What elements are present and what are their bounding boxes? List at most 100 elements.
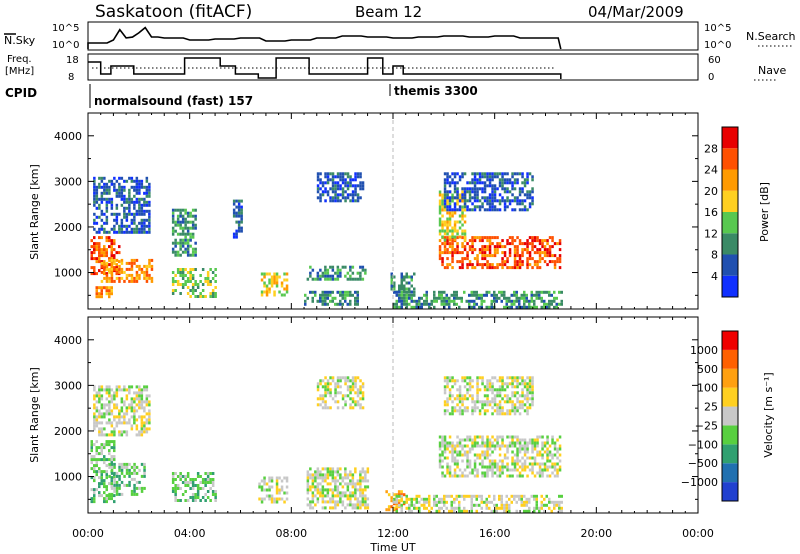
velocity-cell <box>110 397 114 401</box>
velocity-cell <box>486 456 489 460</box>
velocity-cell <box>316 382 320 386</box>
power-cell <box>108 276 111 280</box>
velocity-cell <box>133 492 136 496</box>
power-cell <box>451 242 454 246</box>
power-cell <box>410 305 413 309</box>
power-cell <box>533 293 536 297</box>
power-cell <box>488 181 492 185</box>
power-cell <box>548 302 551 306</box>
velocity-cell <box>354 488 357 492</box>
velocity-cell <box>438 506 441 510</box>
power-cell <box>405 293 408 297</box>
power-cell <box>463 205 467 209</box>
velocity-cell <box>471 412 474 416</box>
power-cell <box>451 254 454 258</box>
velocity-cell <box>306 470 310 474</box>
velocity-cell <box>450 500 453 504</box>
velocity-cell <box>95 421 99 425</box>
velocity-cell <box>548 453 552 457</box>
velocity-cell <box>490 509 493 513</box>
power-cell <box>143 191 146 195</box>
power-cell <box>206 274 210 277</box>
power-cell <box>461 205 464 209</box>
velocity-cell <box>194 493 197 496</box>
velocity-cell <box>90 455 93 459</box>
power-cell <box>486 199 489 203</box>
power-cell <box>115 272 118 276</box>
velocity-cell <box>491 465 494 469</box>
power-cell <box>448 251 452 255</box>
velocity-cell <box>143 424 146 428</box>
power-cell <box>339 178 342 182</box>
power-cell <box>528 190 532 194</box>
velocity-cell <box>140 418 144 422</box>
power-cell <box>319 181 322 185</box>
power-cell <box>390 275 393 279</box>
velocity-cell <box>105 403 109 407</box>
velocity-cell <box>511 406 514 410</box>
power-cell <box>148 221 151 225</box>
velocity-cell <box>90 500 93 504</box>
velocity-cell <box>443 385 447 389</box>
velocity-cell <box>451 459 454 463</box>
power-cell <box>473 172 477 176</box>
velocity-cell <box>496 403 499 407</box>
velocity-cell <box>184 490 187 493</box>
velocity-cell <box>521 444 524 448</box>
velocity-cell <box>105 458 108 462</box>
power-cell <box>398 296 401 300</box>
velocity-cell <box>349 494 352 498</box>
power-cell <box>105 185 109 189</box>
power-cell <box>521 242 524 246</box>
power-cell <box>463 214 467 218</box>
velocity-cell <box>143 421 146 425</box>
velocity-cell <box>326 406 330 410</box>
power-cell <box>553 263 557 267</box>
velocity-cell <box>130 424 134 428</box>
power-cell <box>556 257 559 261</box>
power-cell <box>516 260 519 264</box>
power-cell <box>483 172 487 176</box>
velocity-cell <box>118 468 121 472</box>
velocity-cell <box>392 493 396 497</box>
power-cell <box>446 175 449 179</box>
power-cell <box>95 248 98 252</box>
velocity-cell <box>191 499 195 502</box>
velocity-cell <box>506 456 509 460</box>
power-colorbar-tick: 12 <box>704 227 718 240</box>
velocity-cell <box>501 471 504 475</box>
velocity-cell <box>541 456 544 460</box>
velocity-cell <box>351 476 355 480</box>
velocity-cell <box>341 485 345 489</box>
power-cell <box>189 238 192 242</box>
power-cell <box>336 265 340 269</box>
velocity-cell <box>491 474 494 478</box>
power-cell <box>488 239 492 243</box>
power-cell <box>105 221 109 225</box>
velocity-cell <box>148 403 151 407</box>
velocity-cell <box>501 468 504 472</box>
power-cell <box>443 181 447 185</box>
power-cell <box>463 245 467 249</box>
velocity-cell <box>140 427 144 431</box>
velocity-cell <box>351 406 355 410</box>
velocity-cell <box>194 499 197 502</box>
velocity-cell <box>143 400 146 404</box>
velocity-cell <box>135 471 139 475</box>
power-cell <box>128 279 131 283</box>
power-cell <box>516 245 519 249</box>
power-cell <box>341 172 345 176</box>
velocity-cell <box>508 376 512 380</box>
velocity-cell <box>493 459 497 463</box>
velocity-cell <box>480 497 483 501</box>
power-cell <box>503 181 507 185</box>
power-cell <box>100 289 103 293</box>
power-cell <box>316 274 320 278</box>
power-cell <box>113 185 116 189</box>
power-cell <box>108 179 111 183</box>
velocity-cell <box>538 468 542 472</box>
power-cell <box>314 293 317 297</box>
velocity-cell <box>393 500 396 504</box>
power-cell <box>148 264 151 268</box>
power-cell <box>478 205 482 209</box>
